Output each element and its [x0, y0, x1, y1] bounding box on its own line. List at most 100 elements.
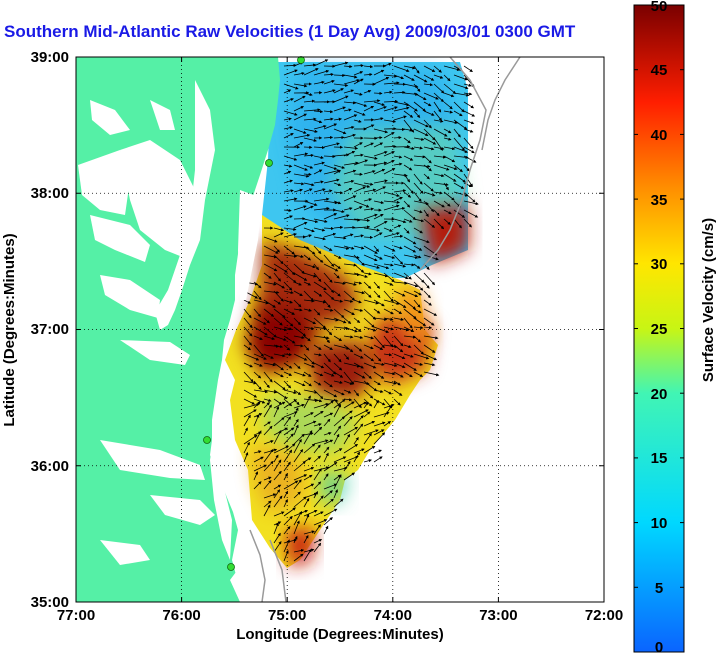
current-vector: [423, 281, 430, 289]
current-vector: [303, 63, 317, 67]
current-vector: [343, 169, 357, 175]
current-vector: [323, 412, 334, 418]
current-vector: [393, 254, 404, 265]
current-vector: [293, 263, 305, 274]
current-vector: [333, 83, 349, 87]
colorbar-tick-label: 0: [655, 639, 663, 656]
x-tick-label: 73:00: [479, 607, 517, 624]
current-vector: [243, 308, 252, 319]
current-vector: [313, 326, 328, 331]
current-vector: [393, 196, 403, 202]
current-vector: [283, 380, 292, 389]
current-vector: [323, 245, 333, 251]
current-vector: [333, 200, 342, 205]
current-vector: [373, 399, 379, 409]
current-vector: [243, 353, 260, 361]
current-vector: [283, 179, 293, 184]
current-vector: [313, 542, 322, 553]
current-vector: [283, 89, 292, 94]
current-vector: [413, 218, 425, 223]
current-vector: [273, 344, 284, 349]
current-vector: [433, 200, 445, 208]
current-vector: [313, 119, 323, 124]
current-vector: [243, 452, 249, 463]
current-vector: [393, 398, 401, 406]
current-vector: [283, 155, 298, 161]
current-vector: [363, 263, 380, 269]
current-vector: [243, 299, 252, 304]
current-vector: [393, 299, 407, 308]
current-vector: [343, 89, 355, 94]
current-vector: [303, 68, 319, 76]
current-vector: [373, 432, 386, 445]
current-vector: [393, 189, 407, 193]
current-vector: [303, 182, 315, 187]
current-vector: [433, 173, 445, 178]
current-vector: [243, 441, 250, 454]
current-vector: [393, 136, 402, 140]
current-vector: [433, 110, 442, 122]
current-vector: [333, 73, 346, 77]
current-vector: [433, 101, 442, 113]
current-vector: [283, 490, 288, 499]
current-vector: [313, 398, 323, 403]
current-vector: [263, 254, 278, 259]
current-vector: [293, 548, 305, 553]
current-vector: [313, 161, 325, 166]
current-vector: [293, 535, 298, 544]
current-vector: [343, 317, 352, 325]
bathymetry-contours: [249, 57, 521, 602]
current-vector: [293, 362, 301, 370]
current-vector: [463, 137, 474, 150]
current-vector: [443, 110, 454, 114]
current-vector: [293, 389, 302, 396]
current-vector: [423, 146, 435, 151]
current-vector: [273, 254, 284, 265]
current-vector: [313, 402, 329, 409]
current-vector: [283, 473, 288, 481]
current-vector: [303, 412, 314, 418]
current-vector: [323, 290, 335, 301]
x-tick-labels: 77:00 76:00 75:00 74:00 73:00 72:00: [57, 607, 623, 624]
current-vector: [453, 119, 468, 130]
current-vector: [283, 507, 296, 517]
current-vector: [413, 155, 426, 159]
current-vector: [293, 418, 299, 427]
current-vector: [283, 197, 298, 202]
current-vector: [413, 173, 423, 185]
current-vector: [303, 443, 316, 454]
current-vector: [303, 117, 317, 121]
current-vector: [323, 362, 337, 375]
current-vector: [373, 344, 384, 350]
current-vector: [273, 429, 282, 445]
current-vector: [283, 126, 293, 130]
current-vector: [353, 206, 363, 211]
current-vector: [243, 414, 251, 427]
current-vector: [383, 119, 397, 124]
current-vector: [413, 335, 421, 343]
current-vector: [283, 498, 288, 508]
current-vector: [443, 128, 452, 134]
current-vector: [373, 91, 383, 95]
y-tick-label: 36:00: [31, 458, 69, 475]
current-vector: [343, 225, 356, 230]
current-vector: [333, 88, 344, 94]
current-vector: [373, 263, 390, 270]
current-vector: [253, 335, 263, 340]
current-vector: [383, 106, 398, 112]
current-vector: [333, 489, 338, 499]
current-vector: [383, 421, 392, 427]
current-vector: [263, 335, 276, 340]
current-vector: [333, 371, 344, 378]
current-vector: [343, 426, 359, 436]
current-vector: [323, 178, 340, 184]
y-axis-label: Latitude (Degrees:Minutes): [1, 233, 18, 426]
current-vector: [323, 389, 338, 398]
current-vector: [303, 308, 312, 312]
current-vector: [403, 299, 417, 310]
current-vector: [453, 92, 470, 97]
current-vector: [273, 406, 279, 418]
current-vector: [283, 480, 299, 490]
colorbar-tick-label: 20: [651, 386, 668, 403]
current-vector: [303, 371, 312, 377]
